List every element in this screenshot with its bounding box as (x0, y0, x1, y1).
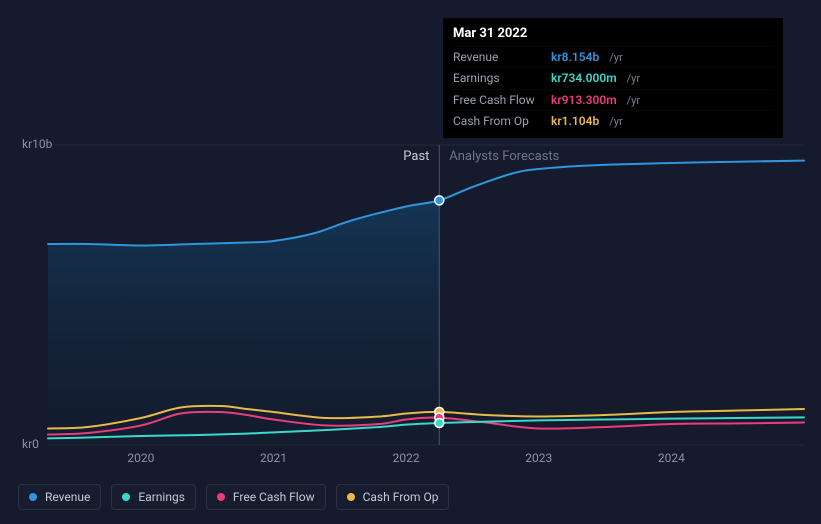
tooltip-row-unit: /yr (627, 71, 640, 88)
tooltip-row-unit: /yr (609, 114, 622, 131)
x-tick-label: 2020 (127, 451, 154, 465)
tooltip-rows: Revenuekr8.154b/yrEarningskr734.000m/yrF… (453, 46, 773, 132)
forecast-label: Analysts Forecasts (449, 149, 559, 164)
x-tick-label: 2022 (393, 451, 420, 465)
legend-dot-icon (29, 493, 37, 501)
revenue-marker (435, 196, 444, 205)
y-tick-label: kr0 (22, 437, 39, 451)
tooltip-row-value: kr913.300m (551, 91, 617, 109)
legend-item-label: Revenue (45, 490, 90, 504)
legend-item-label: Cash From Op (363, 490, 439, 504)
tooltip-row-unit: /yr (609, 50, 622, 67)
y-tick-label: kr10b (22, 137, 52, 151)
tooltip-row-value: kr8.154b (551, 48, 599, 66)
x-tick-label: 2021 (260, 451, 287, 465)
legend-dot-icon (347, 493, 355, 501)
past-label: Past (403, 149, 429, 164)
legend-item-label: Earnings (138, 490, 185, 504)
tooltip-row-label: Cash From Op (453, 112, 543, 130)
tooltip-row: Revenue kr8.154b/yr (453, 46, 773, 68)
legend-item-free_cash_flow[interactable]: Free Cash Flow (206, 484, 326, 510)
x-tick-label: 2023 (525, 451, 552, 465)
tooltip-row-label: Revenue (453, 48, 543, 66)
legend-dot-icon (122, 493, 130, 501)
tooltip-date: Mar 31 2022 (453, 24, 773, 44)
tooltip-row: Free Cash Flow kr913.300m/yr (453, 89, 773, 111)
tooltip-row-label: Earnings (453, 69, 543, 87)
legend-item-earnings[interactable]: Earnings (111, 484, 196, 510)
legend-item-label: Free Cash Flow (233, 490, 315, 504)
earnings-marker (435, 418, 444, 427)
chart-tooltip: Mar 31 2022 Revenue kr8.154b/yr Earnings kr… (443, 18, 783, 138)
legend-dot-icon (217, 493, 225, 501)
legend-item-revenue[interactable]: Revenue (18, 484, 101, 510)
tooltip-row-value: kr1.104b (551, 112, 599, 130)
tooltip-row-value: kr734.000m (551, 69, 617, 87)
tooltip-row: Cash From Op kr1.104b/yr (453, 110, 773, 132)
x-tick-label: 2024 (658, 451, 685, 465)
tooltip-row-unit: /yr (627, 93, 640, 110)
tooltip-row-label: Free Cash Flow (453, 91, 543, 109)
legend: Revenue Earnings Free Cash Flow Cash From O… (18, 484, 449, 510)
legend-item-cash_from_op[interactable]: Cash From Op (336, 484, 450, 510)
tooltip-row: Earnings kr734.000m/yr (453, 67, 773, 89)
